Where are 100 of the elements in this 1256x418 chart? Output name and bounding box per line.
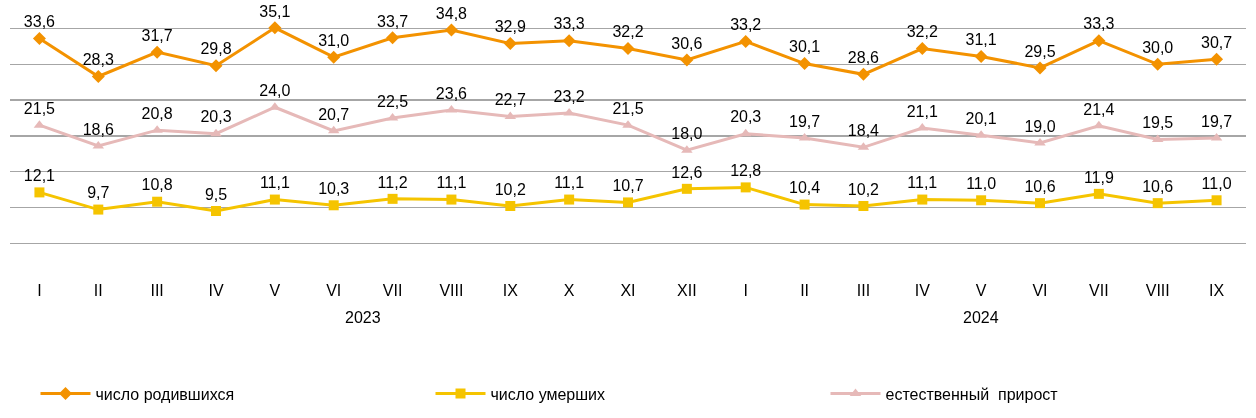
data-label: 33,6 xyxy=(23,13,56,31)
data-label: 18,0 xyxy=(671,124,703,142)
legend-label: число родившихся xyxy=(95,385,235,403)
data-label: 20,8 xyxy=(141,104,173,122)
point xyxy=(444,23,458,37)
data-label: 20,1 xyxy=(965,109,997,127)
data-label: 30,7 xyxy=(1201,34,1233,52)
data-label: 32,2 xyxy=(612,23,644,41)
data-label: 10,8 xyxy=(141,176,173,194)
point xyxy=(856,67,870,81)
point xyxy=(210,128,222,137)
data-label: 21,1 xyxy=(906,102,938,120)
data-label: 29,8 xyxy=(200,40,232,58)
point xyxy=(798,57,812,71)
data-label: 33,3 xyxy=(1083,15,1115,33)
point xyxy=(386,31,400,45)
legend-label: число умерших xyxy=(490,385,606,403)
point xyxy=(974,49,988,63)
data-label: 23,2 xyxy=(553,87,585,105)
text: 2024 xyxy=(963,309,999,326)
x-tick-label: XII xyxy=(677,282,697,299)
data-label: 11,0 xyxy=(1201,175,1232,193)
data-label: 10,3 xyxy=(318,180,350,198)
data-label: 32,2 xyxy=(906,23,938,41)
point xyxy=(34,187,45,198)
point xyxy=(32,32,46,46)
x-tick-label: III xyxy=(150,282,164,299)
legend-label: естественный прирост xyxy=(885,385,1059,403)
data-label: 19,5 xyxy=(1142,114,1174,132)
x-tick-label: VII xyxy=(1089,282,1109,299)
point xyxy=(152,196,163,207)
x-tick-label: V xyxy=(975,282,987,299)
data-label: 12,6 xyxy=(671,163,703,181)
x-tick-label: XI xyxy=(620,282,636,299)
data-label: 10,6 xyxy=(1142,177,1174,195)
data-label: 20,7 xyxy=(318,105,350,123)
data-label: 12,8 xyxy=(730,162,762,180)
point xyxy=(621,42,635,56)
x-tick-label: III xyxy=(856,282,871,299)
x-tick-label: IX xyxy=(1209,282,1225,299)
x-tick-label: IX xyxy=(502,282,519,299)
point xyxy=(740,182,751,193)
point xyxy=(93,204,104,215)
x-tick-label: I xyxy=(743,282,748,299)
data-label: 30,0 xyxy=(1142,39,1174,57)
data-label: 33,7 xyxy=(377,12,409,30)
point xyxy=(858,201,869,211)
x-tick-label: IV xyxy=(914,282,931,299)
data-label: 11,1 xyxy=(259,174,290,192)
point xyxy=(503,37,517,51)
data-label: 24,0 xyxy=(259,81,291,99)
data-label: 9,5 xyxy=(204,185,228,203)
data-label: 10,4 xyxy=(789,179,821,197)
data-label: 18,4 xyxy=(847,122,880,140)
point xyxy=(1035,198,1045,209)
data-label: 11,9 xyxy=(1083,168,1114,186)
x-tick-label: VI xyxy=(1032,282,1048,299)
data-label: 33,2 xyxy=(730,16,762,34)
point xyxy=(446,194,457,205)
data-label: 9,7 xyxy=(87,184,110,202)
data-label: 20,3 xyxy=(200,108,232,126)
point xyxy=(799,199,810,210)
data-label: 22,7 xyxy=(494,91,526,109)
data-label: 11,1 xyxy=(436,174,467,192)
point xyxy=(1092,34,1106,48)
point xyxy=(268,21,282,35)
x-tick-label: VIII xyxy=(1145,282,1170,299)
data-label: 31,0 xyxy=(318,31,350,49)
point xyxy=(1152,198,1163,209)
point xyxy=(327,50,341,64)
point xyxy=(150,45,164,59)
data-label: 10,7 xyxy=(612,177,644,195)
data-label: 12,1 xyxy=(23,167,56,185)
data-label: 21,4 xyxy=(1083,100,1115,118)
point xyxy=(269,194,280,205)
point xyxy=(1093,120,1105,129)
point xyxy=(211,206,221,217)
x-tick-label: VIII xyxy=(439,282,464,299)
data-label: 33,3 xyxy=(553,15,585,33)
point xyxy=(976,195,987,206)
data-label: 28,6 xyxy=(847,49,880,67)
data-label: 31,7 xyxy=(141,26,173,44)
point xyxy=(681,183,692,194)
data-label: 35,1 xyxy=(259,2,291,20)
point xyxy=(1211,195,1222,206)
x-tick-label: I xyxy=(37,282,42,299)
data-label: 23,6 xyxy=(435,84,468,102)
data-label: 30,1 xyxy=(789,38,821,56)
data-label: 21,5 xyxy=(23,99,56,117)
data-label: 10,2 xyxy=(494,180,526,198)
point xyxy=(915,42,929,56)
data-label: 30,6 xyxy=(671,34,703,52)
data-label: 19,0 xyxy=(1024,117,1056,135)
x-tick-label: V xyxy=(269,282,281,299)
data-label: 11,0 xyxy=(966,175,997,193)
point xyxy=(387,193,398,204)
point xyxy=(505,201,516,211)
data-label: 32,9 xyxy=(494,18,526,36)
data-label: 22,5 xyxy=(377,92,409,110)
data-label: 20,3 xyxy=(730,108,762,126)
